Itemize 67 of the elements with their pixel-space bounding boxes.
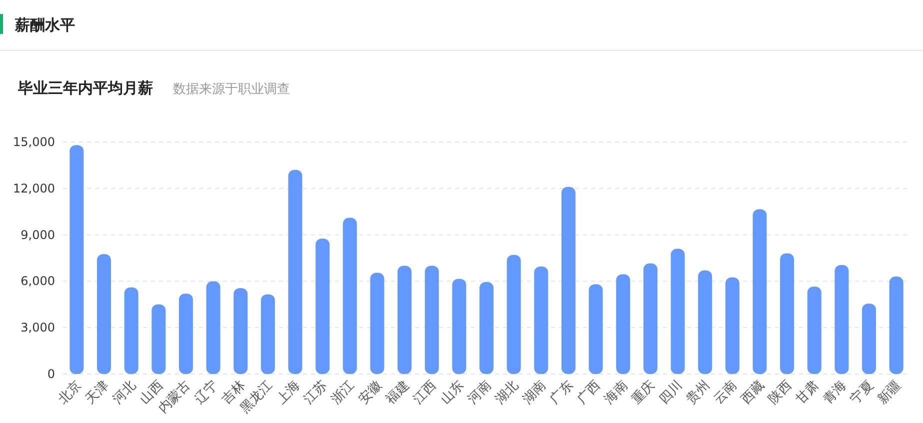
x-tick-label: 北京	[56, 378, 84, 408]
x-tick-label: 浙江	[328, 378, 358, 408]
bar	[670, 248, 685, 374]
x-tick-label: 辽宁	[191, 378, 222, 408]
bar	[834, 264, 849, 374]
x-tick-label: 甘肃	[793, 378, 822, 408]
x-tick-label: 湖北	[492, 378, 522, 408]
bar	[316, 238, 330, 374]
bar	[588, 284, 603, 374]
bar	[260, 294, 275, 374]
x-tick-label: 河南	[465, 378, 494, 408]
x-tick-label: 天津	[82, 378, 112, 408]
bar	[889, 276, 904, 374]
x-tick-label: 上海	[274, 378, 304, 408]
x-tick-label: 湖南	[520, 378, 549, 408]
bar	[452, 278, 466, 374]
x-tick-label: 贵州	[684, 378, 713, 408]
bar	[424, 266, 439, 374]
x-tick-label: 江苏	[301, 378, 330, 408]
x-tick-label: 福建	[383, 378, 412, 408]
y-tick-label: 0	[47, 367, 55, 381]
x-tick-label: 宁夏	[847, 378, 877, 408]
x-tick-label: 山东	[438, 378, 468, 408]
x-tick-label: 陕西	[766, 378, 795, 408]
bar	[152, 304, 166, 374]
x-tick-label: 江西	[410, 378, 440, 408]
bar	[561, 186, 576, 374]
x-tick-label: 云南	[711, 378, 740, 408]
bar	[96, 254, 111, 374]
bar	[206, 281, 220, 374]
y-tick-label: 9,000	[20, 228, 55, 242]
y-tick-label: 15,000	[13, 135, 55, 149]
bar	[725, 277, 740, 374]
bar	[862, 304, 876, 374]
bar	[70, 145, 84, 374]
chart-title: 薪酬水平	[14, 16, 75, 34]
x-tick-label: 西藏	[738, 378, 768, 408]
bar	[643, 263, 658, 374]
bar	[534, 266, 548, 374]
bar	[178, 294, 193, 374]
x-tick-label: 安徽	[355, 378, 386, 408]
x-tick-label: 新疆	[875, 378, 904, 408]
x-tick-label: 广西	[574, 378, 604, 408]
bar	[398, 266, 412, 374]
x-tick-label: 广东	[547, 378, 576, 408]
bar	[288, 170, 302, 374]
x-tick-label: 四川	[656, 378, 686, 408]
x-tick-label: 重庆	[629, 378, 658, 408]
x-tick-label: 青海	[820, 378, 850, 408]
chart-subtitle: 毕业三年内平均月薪	[17, 79, 153, 97]
x-tick-label: 河北	[110, 378, 140, 408]
y-tick-label: 6,000	[20, 274, 55, 288]
bar	[370, 272, 384, 374]
bar	[780, 253, 794, 374]
bar	[616, 274, 630, 374]
bar	[124, 287, 138, 374]
x-tick-label: 海南	[602, 378, 631, 408]
y-tick-label: 3,000	[20, 320, 55, 335]
bar	[698, 270, 712, 374]
text: 数据来源于职业调查	[173, 82, 290, 97]
y-tick-label: 12,000	[13, 181, 55, 196]
bar	[807, 286, 822, 374]
bar	[342, 218, 357, 374]
bar	[480, 282, 494, 374]
bar	[234, 288, 248, 374]
bar	[506, 254, 521, 374]
bar	[752, 209, 767, 374]
